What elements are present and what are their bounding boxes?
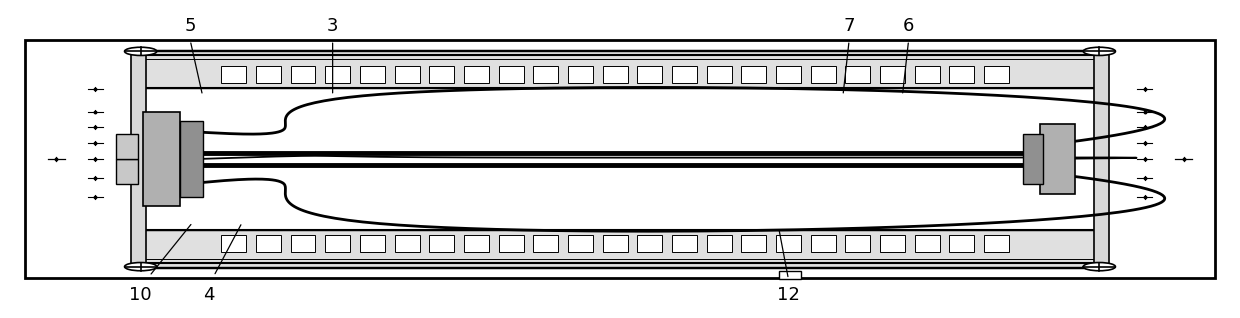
Bar xyxy=(1095,51,1110,267)
Bar xyxy=(742,235,766,252)
Bar xyxy=(429,66,454,83)
Bar xyxy=(325,66,350,83)
Bar xyxy=(464,66,489,83)
Bar xyxy=(985,235,1009,252)
Circle shape xyxy=(1084,263,1116,271)
Bar xyxy=(290,235,315,252)
Text: 12: 12 xyxy=(777,286,800,304)
Bar xyxy=(880,235,905,252)
Bar xyxy=(130,51,145,267)
Bar xyxy=(221,235,246,252)
Bar xyxy=(221,66,246,83)
Bar xyxy=(672,235,697,252)
Bar xyxy=(533,235,558,252)
Bar xyxy=(140,51,1100,267)
Text: 5: 5 xyxy=(185,17,196,35)
Bar xyxy=(672,66,697,83)
Bar xyxy=(180,121,202,197)
Bar xyxy=(115,159,138,184)
Bar xyxy=(637,66,662,83)
Bar xyxy=(637,235,662,252)
Text: 4: 4 xyxy=(203,286,215,304)
Bar xyxy=(846,66,870,83)
Bar xyxy=(255,66,280,83)
Bar xyxy=(779,271,801,279)
Bar xyxy=(915,235,940,252)
Bar xyxy=(290,66,315,83)
Bar xyxy=(568,66,593,83)
Bar xyxy=(603,66,627,83)
Text: 6: 6 xyxy=(903,17,914,35)
Bar xyxy=(707,66,732,83)
Bar xyxy=(950,66,975,83)
Bar xyxy=(533,66,558,83)
Bar xyxy=(811,235,836,252)
Bar xyxy=(950,235,975,252)
Bar xyxy=(707,235,732,252)
Bar xyxy=(429,235,454,252)
Bar xyxy=(394,66,419,83)
Bar xyxy=(143,112,180,206)
Bar xyxy=(880,66,905,83)
Bar xyxy=(846,235,870,252)
Bar xyxy=(360,66,384,83)
Bar xyxy=(776,235,801,252)
Bar xyxy=(568,235,593,252)
Bar xyxy=(394,235,419,252)
Bar xyxy=(115,134,138,159)
Bar xyxy=(498,66,523,83)
Bar xyxy=(498,235,523,252)
Bar xyxy=(915,66,940,83)
Text: 10: 10 xyxy=(129,286,153,304)
Bar xyxy=(26,40,1214,278)
Bar xyxy=(776,66,801,83)
Text: 3: 3 xyxy=(327,17,339,35)
Bar xyxy=(1040,124,1075,194)
Text: 7: 7 xyxy=(843,17,854,35)
Bar xyxy=(140,230,1100,267)
Bar xyxy=(360,235,384,252)
Bar xyxy=(603,235,627,252)
Bar xyxy=(811,66,836,83)
Bar xyxy=(985,66,1009,83)
Bar xyxy=(1023,134,1043,184)
Bar xyxy=(325,235,350,252)
Circle shape xyxy=(1084,47,1116,55)
Bar xyxy=(464,235,489,252)
Bar xyxy=(140,51,1100,88)
Bar xyxy=(742,66,766,83)
Circle shape xyxy=(124,263,156,271)
Circle shape xyxy=(124,47,156,55)
Bar xyxy=(255,235,280,252)
